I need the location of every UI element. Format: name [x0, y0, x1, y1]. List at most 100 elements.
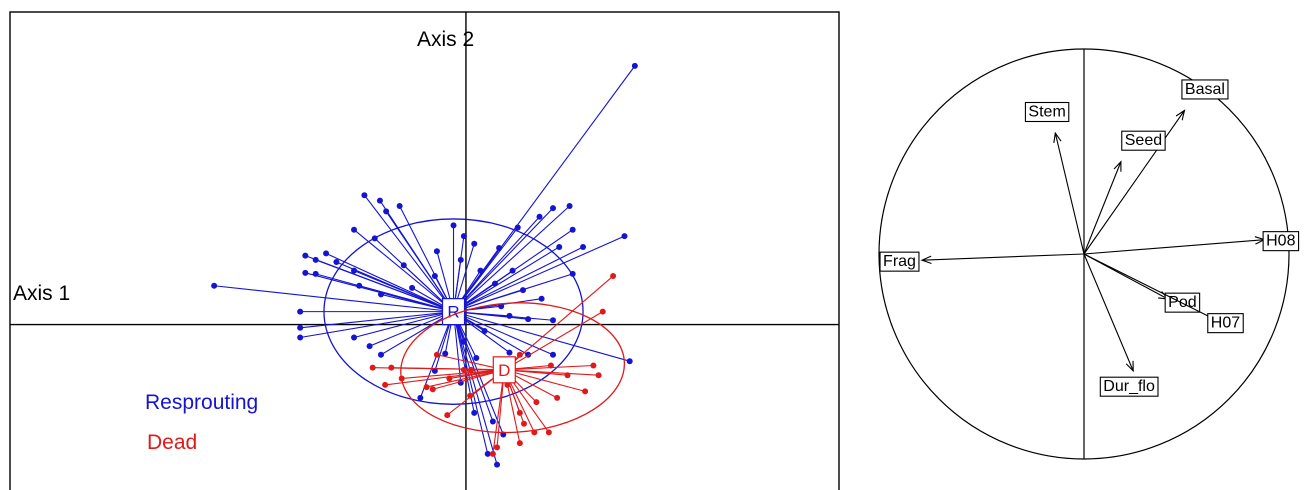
star-line-resprouting-58 [452, 311, 489, 455]
point-resprouting-41 [506, 312, 513, 319]
point-resprouting-33 [457, 256, 464, 263]
variable-stem: Stem [1024, 101, 1085, 255]
point-dead-9 [460, 366, 467, 373]
star-line-resprouting-10 [300, 311, 454, 329]
point-resprouting-9 [356, 282, 363, 289]
point-resprouting-31 [556, 243, 563, 250]
variable-dur-flo: Dur_flo [1083, 253, 1159, 397]
point-resprouting-42 [525, 316, 532, 323]
var-label-text-Seed: Seed [1125, 132, 1162, 149]
point-dead-25 [494, 444, 501, 451]
scatter-plot-frame [9, 11, 840, 490]
point-resprouting-29 [569, 226, 576, 233]
var-label-text-Frag: Frag [883, 253, 916, 270]
point-resprouting-1 [211, 282, 218, 289]
point-resprouting-8 [351, 267, 358, 274]
star-line-resprouting-62 [363, 194, 454, 312]
group-scatter-panel: RD Axis 1 Axis 2 Resprouting Dead [9, 11, 840, 490]
point-resprouting-12 [297, 308, 304, 315]
var-label-box-Frag [879, 251, 920, 272]
var-label-box-H08 [1262, 231, 1300, 252]
star-line-dead-5 [385, 369, 505, 386]
variable-frag: Frag [879, 251, 1085, 272]
point-resprouting-2 [302, 252, 309, 259]
var-label-text-Basal: Basal [1185, 81, 1225, 98]
point-dead-15 [564, 372, 571, 379]
point-resprouting-35 [509, 267, 516, 274]
var-label-box-Stem [1024, 101, 1070, 123]
star-line-resprouting-8 [353, 270, 454, 313]
arrow-head-Dur_flo [1125, 360, 1134, 373]
star-line-resprouting-65 [399, 205, 455, 312]
point-resprouting-21 [433, 248, 440, 255]
point-dead-23 [531, 429, 538, 436]
point-resprouting-55 [471, 409, 478, 416]
scatter-marks: RD [211, 62, 638, 468]
arrow-line-H07 [1083, 253, 1220, 323]
point-dead-28 [468, 366, 475, 373]
point-dead-19 [554, 394, 561, 401]
point-dead-10 [467, 392, 474, 399]
star-line-resprouting-16 [380, 293, 454, 313]
point-dead-24 [545, 429, 552, 436]
point-resprouting-64 [351, 226, 358, 233]
point-resprouting-58 [484, 450, 491, 457]
var-label-text-H08: H08 [1266, 233, 1295, 250]
star-line-resprouting-51 [453, 311, 630, 362]
star-line-resprouting-0 [453, 65, 636, 312]
point-resprouting-27 [549, 205, 556, 212]
point-resprouting-65 [396, 203, 403, 209]
point-resprouting-23 [471, 240, 478, 247]
star-line-resprouting-32 [453, 246, 584, 313]
arrow-line-Stem [1054, 132, 1085, 255]
point-dead-14 [547, 362, 554, 369]
point-dead-21 [516, 409, 523, 416]
point-resprouting-62 [361, 192, 368, 199]
star-line-resprouting-9 [359, 285, 454, 313]
var-label-Seed: Seed [1121, 130, 1166, 151]
point-resprouting-39 [538, 295, 545, 302]
star-line-resprouting-26 [453, 216, 540, 312]
point-dead-11 [444, 412, 451, 419]
star-line-dead-18 [504, 369, 586, 392]
point-resprouting-20 [460, 233, 467, 240]
star-line-resprouting-38 [453, 273, 573, 313]
point-resprouting-60 [371, 235, 378, 242]
point-resprouting-34 [477, 267, 484, 274]
star-line-dead-26 [492, 369, 505, 454]
star-line-resprouting-14 [369, 311, 454, 347]
star-line-resprouting-15 [380, 311, 454, 356]
star-line-resprouting-56 [452, 311, 494, 422]
point-resprouting-3 [312, 256, 319, 263]
point-dead-3 [388, 364, 395, 371]
var-label-text-Dur_flo: Dur_flo [1103, 378, 1155, 395]
star-line-resprouting-25 [453, 227, 519, 312]
legend-resprouting: Resprouting [145, 391, 258, 414]
point-resprouting-18 [409, 284, 416, 291]
point-resprouting-61 [383, 208, 390, 215]
centroid-text-dead: D [498, 361, 510, 380]
point-resprouting-26 [536, 213, 543, 220]
group-dead: D [369, 273, 626, 457]
point-resprouting-16 [377, 291, 384, 298]
point-resprouting-63 [376, 197, 383, 204]
point-resprouting-51 [626, 358, 633, 365]
point-resprouting-44 [481, 328, 488, 335]
point-dead-6 [398, 375, 405, 382]
point-dead-8 [446, 375, 453, 382]
centroid-box-dead [492, 356, 516, 384]
point-resprouting-47 [473, 354, 480, 361]
star-line-resprouting-43 [453, 311, 554, 321]
point-resprouting-46 [442, 350, 449, 357]
point-resprouting-14 [366, 343, 373, 350]
point-resprouting-25 [514, 224, 521, 231]
var-label-Basal: Basal [1181, 79, 1229, 100]
point-resprouting-10 [297, 324, 304, 331]
var-label-Frag: Frag [879, 251, 920, 272]
axis-2-label: Axis 2 [417, 28, 474, 51]
variable-basal: Basal [1083, 79, 1229, 255]
axis-1-label: Axis 1 [13, 282, 70, 305]
group-resprouting: R [211, 62, 638, 468]
point-resprouting-28 [566, 203, 573, 209]
